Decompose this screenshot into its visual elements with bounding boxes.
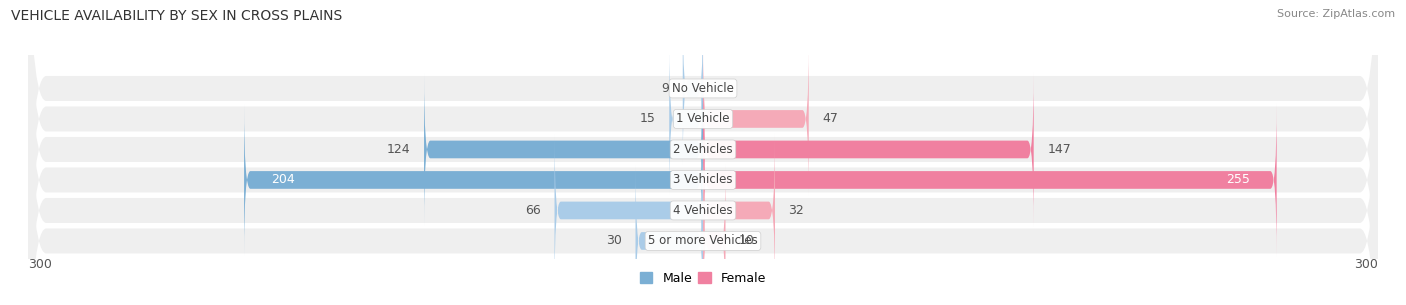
- FancyBboxPatch shape: [669, 42, 703, 196]
- Text: 4 Vehicles: 4 Vehicles: [673, 204, 733, 217]
- Text: 3 Vehicles: 3 Vehicles: [673, 174, 733, 186]
- FancyBboxPatch shape: [703, 103, 1277, 257]
- FancyBboxPatch shape: [683, 12, 703, 165]
- FancyBboxPatch shape: [425, 73, 703, 226]
- Text: 15: 15: [640, 113, 655, 125]
- FancyBboxPatch shape: [245, 103, 703, 257]
- Text: 300: 300: [28, 258, 52, 271]
- FancyBboxPatch shape: [28, 0, 1378, 305]
- Text: No Vehicle: No Vehicle: [672, 82, 734, 95]
- Text: 300: 300: [1354, 258, 1378, 271]
- Text: 32: 32: [789, 204, 804, 217]
- FancyBboxPatch shape: [28, 0, 1378, 305]
- Text: 1 Vehicle: 1 Vehicle: [676, 113, 730, 125]
- Text: Source: ZipAtlas.com: Source: ZipAtlas.com: [1277, 9, 1395, 19]
- Text: 9: 9: [661, 82, 669, 95]
- Text: 255: 255: [1226, 174, 1250, 186]
- FancyBboxPatch shape: [28, 0, 1378, 305]
- FancyBboxPatch shape: [636, 164, 703, 305]
- FancyBboxPatch shape: [28, 9, 1378, 305]
- Text: 147: 147: [1047, 143, 1071, 156]
- Text: 2 Vehicles: 2 Vehicles: [673, 143, 733, 156]
- FancyBboxPatch shape: [703, 134, 775, 287]
- Text: 10: 10: [740, 235, 755, 247]
- FancyBboxPatch shape: [703, 164, 725, 305]
- Text: 204: 204: [271, 174, 295, 186]
- Text: 5 or more Vehicles: 5 or more Vehicles: [648, 235, 758, 247]
- FancyBboxPatch shape: [703, 42, 808, 196]
- Text: 30: 30: [606, 235, 621, 247]
- Legend: Male, Female: Male, Female: [636, 267, 770, 290]
- Text: 124: 124: [387, 143, 411, 156]
- FancyBboxPatch shape: [28, 0, 1378, 305]
- Text: 66: 66: [526, 204, 541, 217]
- Text: VEHICLE AVAILABILITY BY SEX IN CROSS PLAINS: VEHICLE AVAILABILITY BY SEX IN CROSS PLA…: [11, 9, 343, 23]
- FancyBboxPatch shape: [703, 73, 1033, 226]
- FancyBboxPatch shape: [554, 134, 703, 287]
- Text: 47: 47: [823, 113, 838, 125]
- FancyBboxPatch shape: [28, 0, 1378, 305]
